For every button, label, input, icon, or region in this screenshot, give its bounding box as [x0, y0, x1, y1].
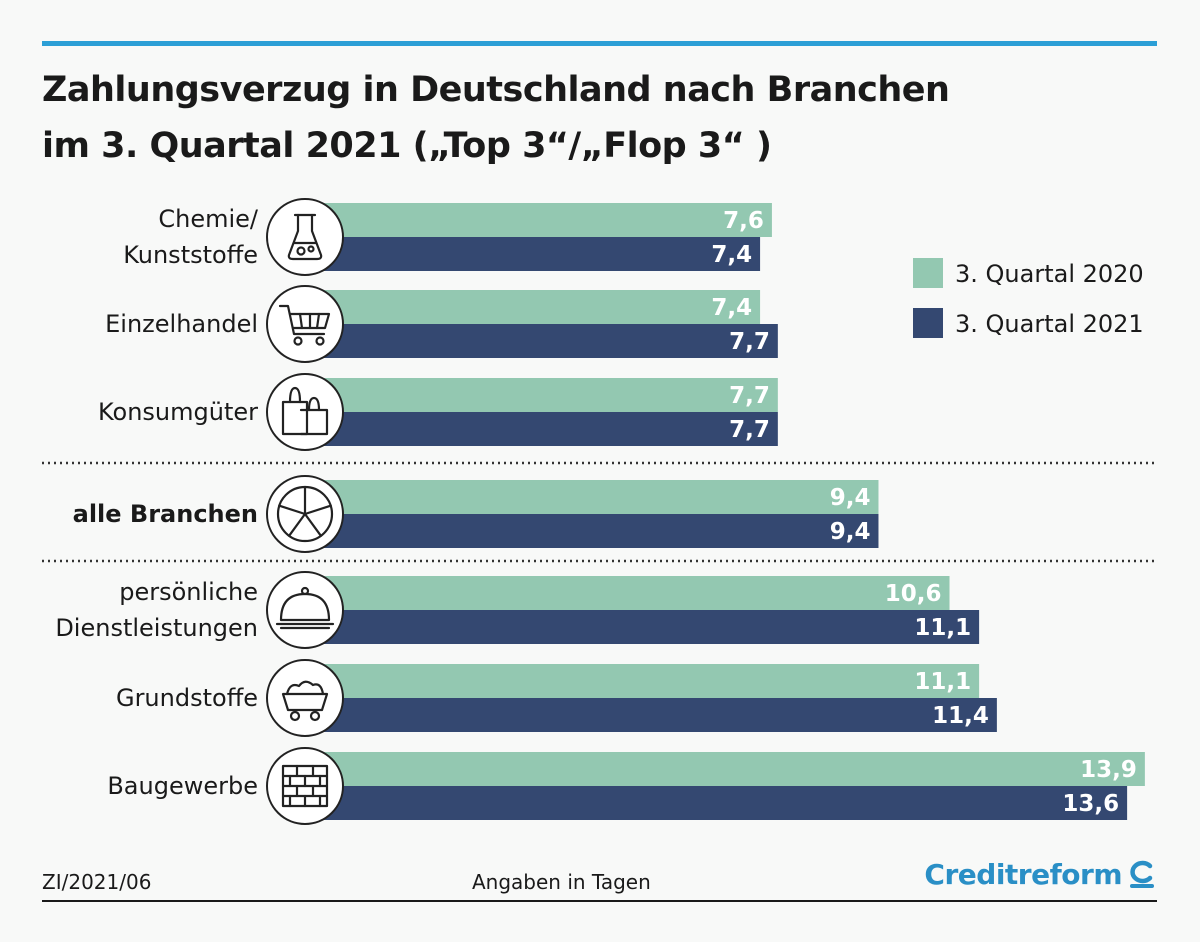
top-accent-rule [42, 41, 1157, 46]
value-label-2020-6: 13,9 [1080, 757, 1137, 783]
legend-swatch-2020 [913, 258, 943, 288]
category-label-2-line-0: Konsumgüter [98, 398, 258, 426]
value-label-2021-4: 11,1 [914, 615, 971, 641]
icons-layer [266, 198, 344, 825]
bar-2020-1 [322, 290, 761, 324]
category-label-4-line-1: Dienstleistungen [55, 614, 258, 642]
category-label-3-line-0: alle Branchen [73, 500, 258, 528]
category-label-1-line-0: Einzelhandel [105, 310, 258, 338]
flask-icon [266, 198, 344, 276]
brand-name: Creditreform [924, 858, 1122, 891]
bar-2021-0 [322, 237, 761, 271]
category-label-4-line-0: persönliche [119, 578, 258, 606]
bottom-rule [42, 900, 1157, 902]
legend-label-2020: 3. Quartal 2020 [955, 260, 1144, 288]
shopping-bags-icon [266, 373, 344, 451]
chart-title-line-1: Zahlungsverzug in Deutschland nach Branc… [42, 70, 950, 110]
bar-2020-2 [322, 378, 778, 412]
chart-title-line-2: im 3. Quartal 2021 („Top 3“/„Flop 3“ ) [42, 126, 772, 166]
shopping-cart-icon [266, 285, 344, 363]
bar-2020-6 [322, 752, 1145, 786]
value-label-2021-6: 13,6 [1062, 791, 1119, 817]
legend: 3. Quartal 2020 3. Quartal 2021 [913, 258, 1144, 338]
legend-label-2021: 3. Quartal 2021 [955, 310, 1144, 338]
footer-unit-note: Angaben in Tagen [472, 870, 651, 894]
creditreform-logo: Creditreform [924, 858, 1156, 891]
footer-code: ZI/2021/06 [42, 870, 152, 894]
category-label-5-line-0: Grundstoffe [116, 684, 258, 712]
value-label-2020-3: 9,4 [830, 485, 871, 511]
bar-2021-4 [322, 610, 980, 644]
legend-swatch-2021 [913, 308, 943, 338]
chart-title: Zahlungsverzug in Deutschland nach Branc… [42, 62, 1142, 174]
category-labels-layer: Chemie/Kunststoffe Einzelhandel Konsumgüte… [55, 205, 259, 800]
bar-2020-4 [322, 576, 950, 610]
value-label-2020-2: 7,7 [729, 383, 770, 409]
serving-cloche-icon [266, 571, 344, 649]
value-label-2021-0: 7,4 [711, 242, 752, 268]
brand-mark-icon [1130, 860, 1154, 888]
value-label-2020-1: 7,4 [711, 295, 752, 321]
pie-segments-icon [266, 475, 344, 553]
value-label-2021-5: 11,4 [932, 703, 989, 729]
bar-2021-1 [322, 324, 778, 358]
bar-2021-3 [322, 514, 879, 548]
value-label-2020-0: 7,6 [723, 208, 764, 234]
bar-2021-2 [322, 412, 778, 446]
bar-2020-0 [322, 203, 772, 237]
bar-2020-5 [322, 664, 980, 698]
bar-2020-3 [322, 480, 879, 514]
value-label-2021-2: 7,7 [729, 417, 770, 443]
brick-wall-icon [266, 747, 344, 825]
value-label-2020-4: 10,6 [885, 581, 942, 607]
category-label-6-line-0: Baugewerbe [107, 772, 258, 800]
category-label-0-line-1: Kunststoffe [123, 241, 258, 269]
value-label-2021-1: 7,7 [729, 329, 770, 355]
bar-2021-5 [322, 698, 997, 732]
category-label-0-line-0: Chemie/ [158, 205, 259, 233]
bars-layer: 7,6 7,4 7,4 7,7 7,7 7,7 9,4 9,4 10,6 11,1 11,1 11,4… [322, 203, 1145, 820]
bar-2021-6 [322, 786, 1128, 820]
mine-cart-icon [266, 659, 344, 737]
value-label-2020-5: 11,1 [914, 669, 971, 695]
value-label-2021-3: 9,4 [830, 519, 871, 545]
